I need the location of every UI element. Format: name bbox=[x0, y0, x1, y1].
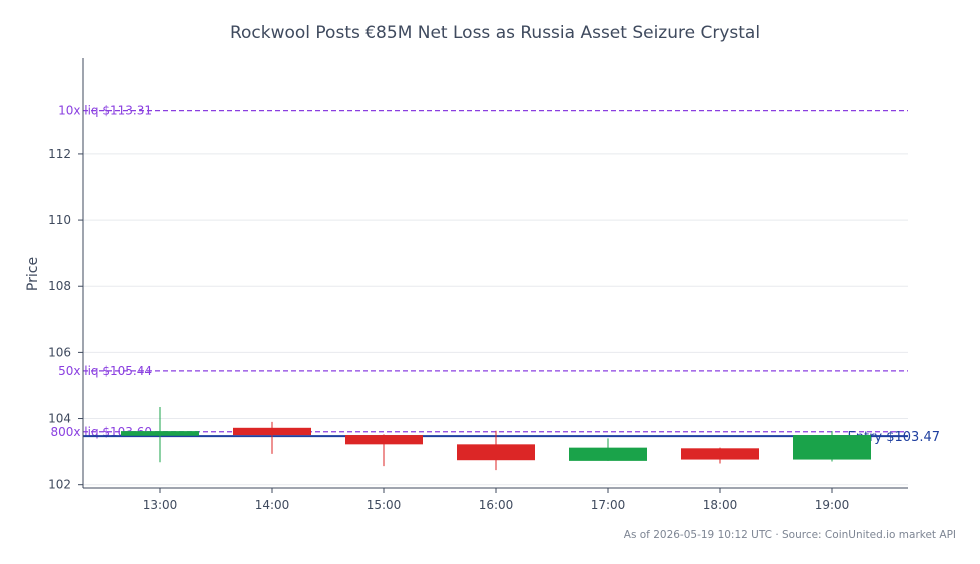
x-tick-label: 13:00 bbox=[143, 498, 178, 512]
candle-body bbox=[681, 448, 759, 460]
liquidation-label: 10x liq $113.31 bbox=[58, 104, 152, 118]
x-tick-label: 15:00 bbox=[367, 498, 402, 512]
x-ticks: 13:00 14:00 15:00 16:00 17:00 18:00 19:00 bbox=[143, 488, 850, 512]
y-tick-label: 108 bbox=[48, 279, 71, 293]
chart-title: Rockwool Posts €85M Net Loss as Russia A… bbox=[230, 23, 760, 43]
x-tick-label: 16:00 bbox=[479, 498, 514, 512]
x-tick-label: 19:00 bbox=[815, 498, 850, 512]
x-tick-label: 14:00 bbox=[255, 498, 290, 512]
y-ticks: 102 104 106 108 110 112 bbox=[48, 147, 83, 492]
gridlines bbox=[83, 153, 908, 486]
candle-body bbox=[233, 427, 311, 436]
y-tick-label: 104 bbox=[48, 412, 71, 426]
y-tick-label: 106 bbox=[48, 345, 71, 359]
x-tick-label: 17:00 bbox=[591, 498, 626, 512]
candle-body bbox=[121, 431, 199, 436]
y-axis-label: Price bbox=[25, 257, 41, 291]
candle-body bbox=[457, 444, 535, 461]
liquidation-label: 50x liq $105.44 bbox=[58, 364, 152, 378]
candle-body bbox=[793, 435, 871, 460]
y-tick-label: 110 bbox=[48, 213, 71, 227]
candle-body bbox=[345, 435, 423, 445]
candle-body bbox=[569, 447, 647, 461]
candles bbox=[121, 406, 871, 471]
x-tick-label: 18:00 bbox=[703, 498, 738, 512]
source-footer: As of 2026-05-19 10:12 UTC · Source: Coi… bbox=[624, 529, 956, 541]
y-tick-label: 112 bbox=[48, 147, 71, 161]
y-tick-label: 102 bbox=[48, 478, 71, 492]
